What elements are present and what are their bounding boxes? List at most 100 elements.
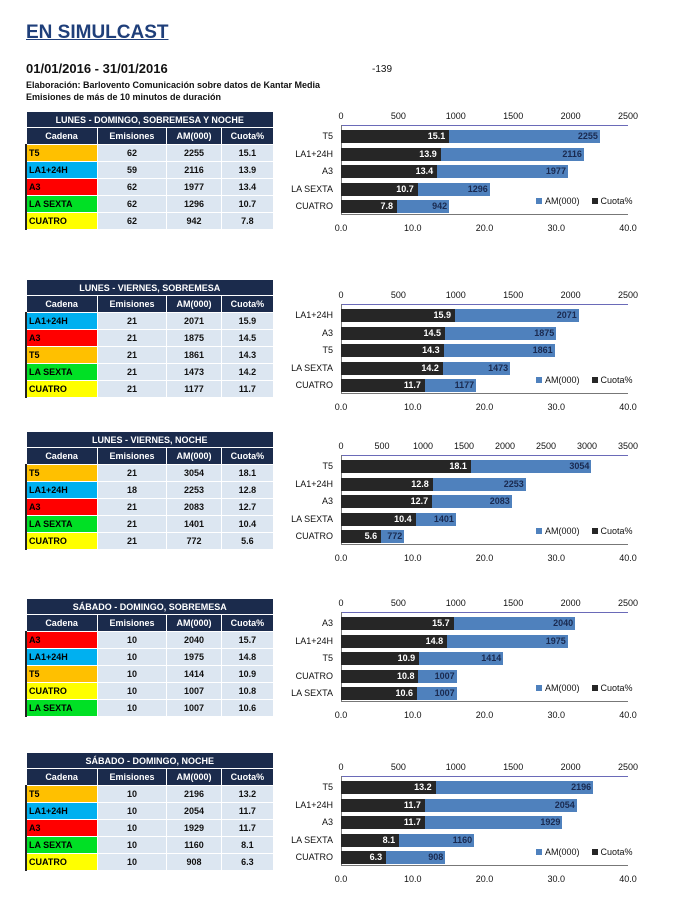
chart-legend: AM(000) Cuota%: [536, 683, 633, 693]
top-tick-label: 2500: [617, 290, 639, 300]
cuota-data-label: 13.4: [415, 166, 434, 176]
channel-cell: LA SEXTA: [24, 363, 98, 381]
value-cell: 10: [96, 836, 168, 854]
column-header: AM(000): [166, 768, 222, 786]
cuota-bar: [341, 798, 425, 812]
value-cell: 2253: [166, 481, 222, 499]
am-data-label: 2040: [553, 618, 574, 628]
top-tick-label: 500: [390, 290, 406, 300]
table-row: T5 10 1414 10.9: [24, 665, 275, 683]
value-cell: 2255: [166, 144, 222, 162]
value-cell: 1875: [166, 329, 222, 347]
value-cell: 1975: [166, 648, 222, 666]
cuota-data-label: 13.9: [419, 148, 437, 159]
am-data-label: 1160: [452, 834, 473, 845]
column-header: Emisiones: [96, 614, 168, 632]
am-data-label: 1977: [545, 166, 566, 176]
channel-cell: LA1+24H: [24, 312, 98, 330]
channel-cell: LA SEXTA: [24, 515, 98, 533]
channel-cell: T5: [24, 785, 98, 803]
table-row: LA SEXTA 10 1160 8.1: [24, 836, 275, 854]
value-cell: 10: [96, 648, 168, 666]
value-cell: 18.1: [220, 464, 275, 482]
am-legend-swatch: [536, 849, 542, 855]
top-tick-label: 0: [338, 111, 344, 121]
column-header: Cuota%: [220, 614, 275, 632]
channel-cell: T5: [24, 665, 98, 683]
value-cell: 15.1: [220, 144, 275, 162]
table-row: LA1+24H 21 2071 15.9: [24, 312, 275, 330]
am-data-label: 908: [428, 852, 444, 862]
channel-cell: LA1+24H: [24, 802, 98, 820]
category-label: CUATRO: [295, 380, 333, 390]
table-row: LA SEXTA 21 1401 10.4: [24, 515, 275, 533]
value-cell: 1414: [166, 665, 222, 683]
column-header: Cuota%: [220, 127, 275, 145]
value-cell: 21: [96, 464, 168, 482]
value-cell: 3054: [166, 464, 222, 482]
am-data-label: 1929: [540, 817, 561, 827]
value-cell: 1007: [166, 682, 222, 700]
column-header: AM(000): [166, 614, 222, 632]
category-label: LA1+24H: [295, 478, 333, 489]
ratings-table: SÁBADO - DOMINGO, NOCHE Cadena Emisiones AM…: [24, 752, 275, 871]
top-tick-label: 2500: [617, 111, 639, 121]
cuota-bar: [341, 652, 420, 665]
channel-cell: LA SEXTA: [24, 195, 98, 213]
category-label: LA1+24H: [295, 310, 333, 320]
date-range: 01/01/2016 - 31/01/2016: [26, 61, 168, 76]
am-data-label: 2255: [577, 131, 598, 141]
top-axis-line: [341, 304, 628, 305]
value-cell: 12.7: [220, 498, 275, 516]
cuota-data-label: 5.6: [364, 531, 378, 541]
channel-cell: CUATRO: [24, 853, 98, 871]
category-label: LA1+24H: [295, 799, 333, 810]
am-legend-label: AM(000): [545, 683, 580, 693]
bottom-tick-label: 10.0: [403, 402, 422, 412]
bottom-axis-line: [341, 214, 628, 215]
top-tick-label: 2000: [494, 441, 516, 451]
value-cell: 10: [96, 819, 168, 837]
cuota-data-label: 12.7: [410, 496, 429, 506]
table-row: CUATRO 21 772 5.6: [24, 532, 275, 550]
cuota-data-label: 14.2: [421, 362, 439, 373]
category-label: LA SEXTA: [291, 183, 333, 194]
value-cell: 10: [96, 802, 168, 820]
bottom-tick-label: 20.0: [475, 402, 494, 412]
top-tick-label: 500: [374, 441, 390, 451]
value-cell: 942: [166, 212, 222, 230]
table-row: A3 10 2040 15.7: [24, 631, 275, 649]
bottom-tick-label: 30.0: [547, 710, 566, 720]
value-cell: 772: [166, 532, 222, 550]
ratings-table: LUNES - DOMINGO, SOBREMESA Y NOCHE Cadena…: [24, 111, 275, 230]
cuota-data-label: 7.8: [380, 201, 393, 211]
ratings-table: SÁBADO - DOMINGO, SOBREMESA Cadena Emision…: [24, 598, 275, 717]
category-label: A3: [321, 618, 333, 628]
category-label: CUATRO: [295, 852, 333, 862]
table-row: LA1+24H 10 2054 11.7: [24, 802, 275, 820]
category-label: A3: [321, 496, 333, 506]
value-cell: 1861: [166, 346, 222, 364]
am-data-label: 1975: [545, 635, 566, 646]
value-cell: 1160: [166, 836, 222, 854]
duration-note: Emisiones de más de 10 minutos de duraci…: [26, 92, 222, 102]
category-label: CUATRO: [295, 670, 333, 681]
category-label: T5: [322, 131, 333, 141]
channel-cell: CUATRO: [24, 380, 98, 398]
value-cell: 21: [96, 515, 168, 533]
value-cell: 21: [96, 498, 168, 516]
cuota-data-label: 14.8: [425, 635, 444, 646]
value-cell: 62: [96, 178, 168, 196]
value-cell: 18: [96, 481, 168, 499]
top-tick-label: 2500: [617, 598, 639, 608]
bottom-axis-line: [341, 393, 628, 394]
am-data-label: 1177: [454, 380, 475, 390]
value-cell: 21: [96, 363, 168, 381]
cuota-legend-swatch: [591, 377, 598, 383]
category-label: A3: [321, 166, 333, 176]
column-header: Cuota%: [220, 768, 275, 786]
channel-cell: T5: [24, 346, 98, 364]
value-cell: 14.8: [220, 648, 275, 666]
channel-cell: A3: [24, 631, 98, 649]
